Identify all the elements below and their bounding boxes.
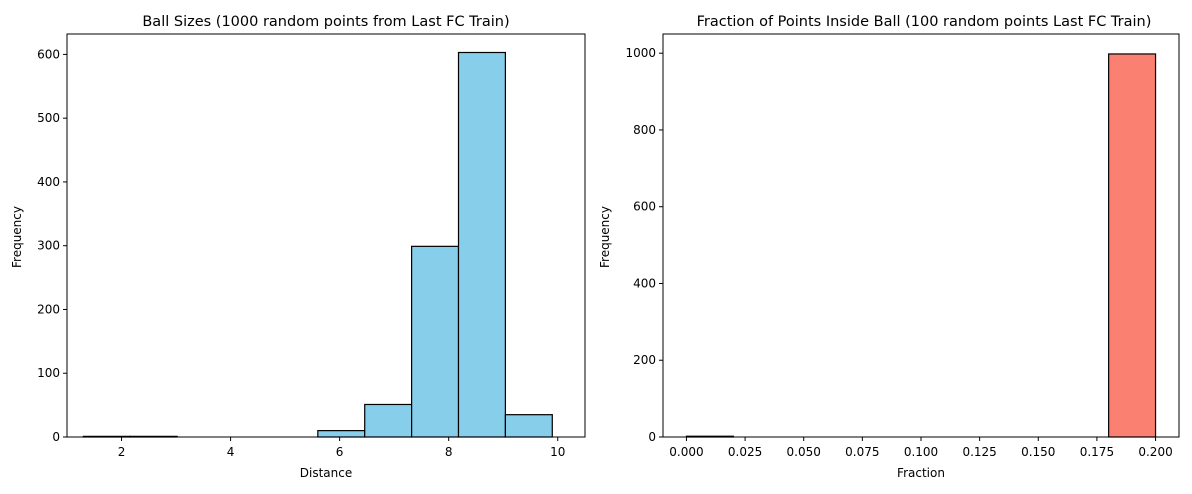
x-tick-label: 2: [118, 445, 126, 459]
plot-frame: [662, 33, 1180, 438]
chart-title: Ball Sizes (1000 random points from Last…: [142, 14, 509, 30]
y-ticks: 0 100 200 300 400 500 600: [37, 47, 67, 444]
histogram-bar: [457, 51, 506, 438]
chart-title: Fraction of Points Inside Ball (100 rand…: [697, 14, 1152, 30]
histogram-bar: [364, 403, 413, 438]
y-tick-label: 0: [52, 430, 60, 444]
bars: [82, 51, 553, 438]
x-tick-label: 8: [445, 445, 453, 459]
y-tick-label: 200: [37, 302, 60, 316]
x-tick-label: 0.175: [1080, 445, 1114, 459]
x-tick-label: 0.025: [728, 445, 762, 459]
x-tick-label: 0.000: [669, 445, 703, 459]
y-tick-label: 600: [37, 47, 60, 61]
ball-sizes-histogram: Ball Sizes (1000 random points from Last…: [10, 14, 586, 480]
fraction-inside-ball-histogram: Fraction of Points Inside Ball (100 rand…: [598, 14, 1180, 480]
x-tick-label: 0.075: [845, 445, 879, 459]
x-axis-label: Distance: [300, 466, 352, 480]
y-tick-label: 200: [633, 353, 656, 367]
y-tick-label: 1000: [625, 46, 656, 60]
x-axis-label: Fraction: [897, 466, 945, 480]
y-tick-label: 100: [37, 366, 60, 380]
histogram-bar: [504, 414, 553, 438]
x-ticks: 0.000 0.025 0.050 0.075 0.100 0.125 0.150 0.175…: [669, 437, 1173, 459]
x-tick-label: 0.050: [787, 445, 821, 459]
x-tick-label: 0.100: [904, 445, 938, 459]
bars: [685, 53, 1157, 438]
y-tick-label: 800: [633, 123, 656, 137]
x-tick-label: 0.150: [1021, 445, 1055, 459]
histogram-bar: [411, 245, 460, 438]
histogram-bar: [1108, 53, 1157, 438]
y-axis-label: Frequency: [598, 206, 612, 268]
y-tick-label: 0: [648, 430, 656, 444]
x-tick-label: 10: [550, 445, 565, 459]
x-tick-label: 0.125: [962, 445, 996, 459]
plot-frame: [66, 33, 586, 438]
histogram-bar: [317, 430, 366, 438]
y-axis-label: Frequency: [10, 206, 24, 268]
y-tick-label: 400: [633, 276, 656, 290]
x-ticks: 2 4 6 8 10: [118, 437, 565, 459]
y-tick-label: 400: [37, 175, 60, 189]
y-tick-label: 600: [633, 200, 656, 214]
x-tick-label: 4: [227, 445, 235, 459]
y-tick-label: 500: [37, 111, 60, 125]
x-tick-label: 6: [336, 445, 344, 459]
y-tick-label: 300: [37, 239, 60, 253]
x-tick-label: 0.200: [1138, 445, 1172, 459]
y-ticks: 0 200 400 600 800 1000: [625, 46, 663, 444]
